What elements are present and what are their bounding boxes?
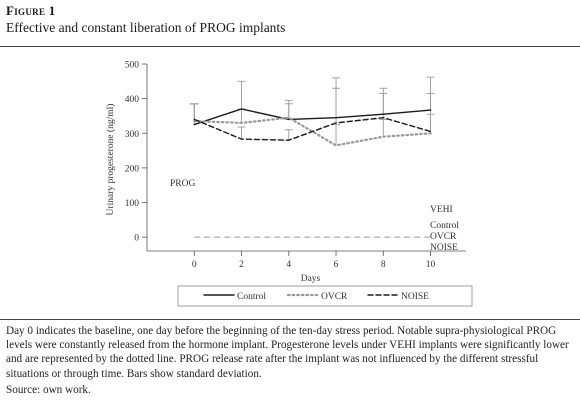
group-label-vehi: VEHI (430, 205, 453, 215)
legend-label-noise: NOISE (401, 292, 429, 302)
series-line-prog-noise (193, 116, 432, 141)
y-tick-label: 200 (125, 164, 140, 174)
x-tick-label: 6 (334, 260, 339, 270)
y-tick-label: 100 (125, 199, 140, 209)
axes: 0 100 200 300 400 500 0 2 4 6 8 10 Days Urinary proge… (105, 61, 466, 284)
vehi-series-label: OVCR (430, 232, 457, 242)
legend-label-ovcr: OVCR (321, 292, 348, 302)
group-label-prog: PROG (170, 179, 195, 189)
vehi-series-label: Control (430, 221, 459, 231)
figure-title: Effective and constant liberation of PRO… (6, 20, 286, 35)
figure-label: Figure 1 (6, 3, 56, 18)
y-tick-label: 500 (125, 61, 140, 71)
x-tick-label: 4 (286, 260, 291, 270)
x-tick-label: 10 (426, 260, 436, 270)
figure-source: Source: own work. (6, 384, 91, 396)
y-tick-label: 300 (125, 130, 140, 140)
legend-box (177, 285, 473, 307)
x-tick-label: 2 (239, 260, 244, 270)
legend: Control OVCR NOISE (177, 285, 473, 307)
y-tick-label: 0 (134, 234, 139, 244)
vehi-series-label: NOISE (430, 243, 458, 253)
figure-caption: Day 0 indicates the baseline, one day be… (6, 325, 569, 380)
x-tick-label: 8 (381, 260, 386, 270)
bottom-rule (0, 319, 580, 320)
series-layer (190, 76, 435, 238)
x-axis-title: Days (301, 274, 321, 284)
top-rule (0, 46, 580, 47)
y-axis-title: Urinary progesterone (ng/ml) (105, 104, 116, 216)
x-tick-label: 0 (192, 260, 197, 270)
series-line-prog-control (193, 108, 432, 126)
legend-label-control: Control (237, 292, 266, 302)
figure-header: Figure 1 Effective and constant liberati… (6, 3, 285, 36)
chart: 0 100 200 300 400 500 0 2 4 6 8 10 Days Urinary proge… (105, 61, 473, 307)
y-tick-label: 400 (125, 95, 140, 105)
